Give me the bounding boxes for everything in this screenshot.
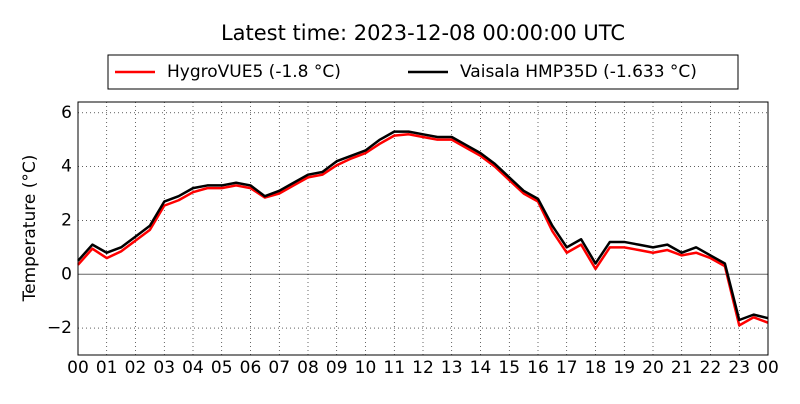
- x-tick-label: 17: [556, 358, 578, 378]
- x-tick-label: 22: [700, 358, 722, 378]
- x-tick-label: 15: [498, 358, 520, 378]
- x-tick-label: 07: [268, 358, 290, 378]
- y-tick-label: 6: [61, 103, 72, 123]
- y-tick-label: 2: [61, 210, 72, 230]
- x-tick-label: 20: [642, 358, 664, 378]
- x-tick-label: 06: [240, 358, 262, 378]
- x-tick-label: 18: [585, 358, 607, 378]
- y-axis-label: Temperature (°C): [20, 155, 40, 303]
- y-tick-label: −2: [47, 318, 72, 338]
- x-tick-label: 16: [527, 358, 549, 378]
- legend-label: Vaisala HMP35D (-1.633 °C): [460, 62, 697, 82]
- x-tick-label: 11: [383, 358, 405, 378]
- x-tick-label: 21: [671, 358, 693, 378]
- x-tick-label: 13: [441, 358, 463, 378]
- chart-title: Latest time: 2023-12-08 00:00:00 UTC: [221, 21, 625, 45]
- plot-frame: [77, 101, 769, 356]
- x-tick-label: 05: [211, 358, 233, 378]
- x-tick-label: 03: [153, 358, 175, 378]
- x-tick-label: 10: [355, 358, 377, 378]
- y-tick-label: 4: [61, 157, 72, 177]
- x-tick-label: 19: [613, 358, 635, 378]
- x-tick-label: 02: [125, 358, 147, 378]
- series-line: [77, 133, 769, 327]
- x-tick-label: 14: [470, 358, 492, 378]
- x-tick-label: 04: [182, 358, 204, 378]
- series-line: [77, 130, 769, 322]
- x-tick-label: 12: [412, 358, 434, 378]
- y-tick-label: 0: [61, 264, 72, 284]
- x-tick-label: 08: [297, 358, 319, 378]
- legend-label: HygroVUE5 (-1.8 °C): [167, 62, 341, 82]
- x-tick-label: 00: [67, 358, 89, 378]
- x-tick-label: 00: [757, 358, 779, 378]
- x-tick-label: 23: [728, 358, 750, 378]
- x-tick-label: 01: [96, 358, 118, 378]
- x-tick-label: 09: [326, 358, 348, 378]
